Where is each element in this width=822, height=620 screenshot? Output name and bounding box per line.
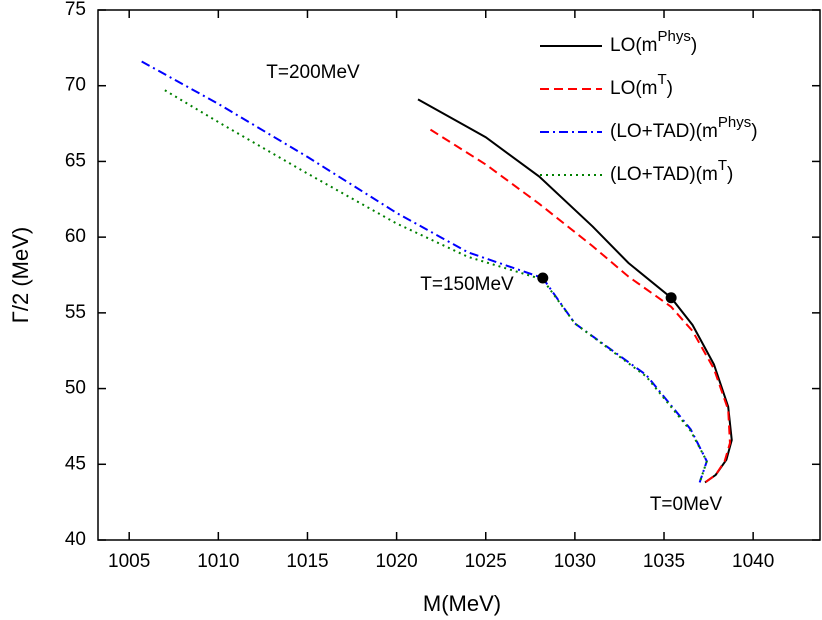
y-tick-label: 55: [65, 302, 86, 323]
y-tick-label: 45: [65, 453, 86, 474]
plot-frame: [97, 9, 821, 541]
point-marker: [537, 272, 549, 284]
annotation: T=0MeV: [650, 494, 723, 515]
x-tick-label: 1030: [554, 551, 596, 572]
annotation: T=150MeV: [420, 274, 514, 295]
point-marker: [665, 292, 677, 304]
annotation: T=200MeV: [266, 62, 360, 83]
y-axis-label: Γ/2 (MeV): [8, 227, 33, 323]
x-tick-label: 1040: [732, 551, 774, 572]
y-tick-label: 40: [65, 529, 86, 550]
y-tick-label: 60: [65, 226, 86, 247]
x-tick-label: 1020: [375, 551, 417, 572]
series-line: [164, 89, 708, 483]
series-line: [429, 128, 731, 484]
y-tick-label: 50: [65, 378, 86, 399]
x-tick-label: 1035: [643, 551, 685, 572]
y-tick-label: 75: [65, 0, 86, 20]
y-tick-label: 65: [65, 150, 86, 171]
legend-label: LO(mT): [610, 71, 673, 99]
series-line: [417, 98, 733, 484]
x-tick-label: 1025: [465, 551, 507, 572]
legend-label: (LO+TAD)(mPhys): [610, 114, 758, 142]
x-tick-label: 1010: [197, 551, 239, 572]
x-tick-label: 1015: [286, 551, 328, 572]
legend-label: LO(mPhys): [610, 28, 697, 56]
y-tick-label: 70: [65, 75, 86, 96]
x-tick-label: 1005: [108, 551, 150, 572]
x-axis-label: M(MeV): [423, 591, 501, 616]
legend-label: (LO+TAD)(mT): [610, 157, 733, 185]
